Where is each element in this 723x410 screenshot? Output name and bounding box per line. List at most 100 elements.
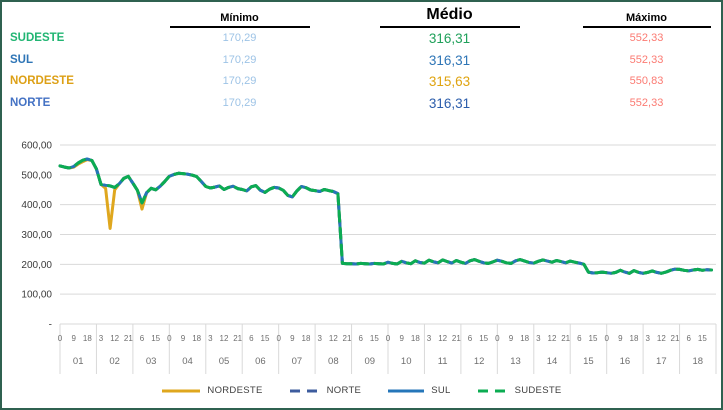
- x-hour-label: 12: [329, 334, 338, 343]
- maximo-header-underline: [582, 26, 711, 28]
- x-hour-label: 18: [302, 334, 311, 343]
- avg-value: 316,31: [428, 52, 471, 68]
- x-hour-label: 21: [561, 334, 570, 343]
- x-day-label: 02: [109, 356, 120, 367]
- series-line-sudeste: [58, 157, 713, 275]
- x-hour-label: 6: [140, 334, 145, 343]
- region-label: NORDESTE: [10, 75, 74, 87]
- header-maximo: Máximo: [572, 6, 721, 28]
- x-hour-label: 3: [427, 334, 432, 343]
- x-day-label: 06: [255, 356, 266, 367]
- x-hour-label: 6: [468, 334, 473, 343]
- x-day-label: 04: [182, 356, 193, 367]
- x-hour-label: 9: [181, 334, 186, 343]
- y-axis-label: -: [49, 320, 52, 331]
- x-hour-label: 12: [110, 334, 119, 343]
- medio-header-underline: [379, 26, 520, 28]
- x-hour-label: 21: [233, 334, 242, 343]
- x-hour-label: 12: [438, 334, 447, 343]
- x-hour-label: 3: [645, 334, 650, 343]
- maximo-header-label: Máximo: [626, 12, 667, 24]
- x-hour-label: 9: [290, 334, 295, 343]
- x-hour-label: 9: [399, 334, 404, 343]
- x-hour-label: 18: [411, 334, 420, 343]
- chart-legend: NORDESTE NORTE SUL SUDESTE: [2, 385, 721, 396]
- norte-dashed-line-swatch-icon: [289, 389, 320, 392]
- x-day-label: 08: [328, 356, 339, 367]
- x-hour-label: 9: [509, 334, 514, 343]
- region-label: SUL: [10, 53, 33, 66]
- x-hour-label: 15: [479, 334, 488, 343]
- region-label: NORTE: [10, 96, 51, 109]
- minimo-header-label: Mínimo: [220, 12, 259, 24]
- x-hour-label: 0: [167, 334, 172, 343]
- x-hour-label: 15: [261, 334, 270, 343]
- legend-item-nordeste: NORDESTE: [161, 385, 262, 396]
- x-hour-label: 0: [386, 334, 391, 343]
- legend-label: NORTE: [326, 385, 362, 396]
- x-hour-label: 21: [343, 334, 352, 343]
- x-day-label: 11: [438, 356, 448, 367]
- legend-label: SUDESTE: [514, 385, 562, 396]
- y-axis-label: 300,00: [21, 230, 52, 241]
- min-value: 170,29: [222, 32, 257, 44]
- x-day-label: 18: [692, 356, 703, 367]
- x-hour-label: 18: [630, 334, 639, 343]
- x-hour-label: 3: [317, 334, 322, 343]
- x-day-label: 15: [583, 356, 594, 367]
- x-hour-label: 21: [671, 334, 680, 343]
- x-day-label: 05: [219, 356, 230, 367]
- x-hour-label: 6: [358, 334, 363, 343]
- x-hour-label: 15: [370, 334, 379, 343]
- x-day-label: 09: [364, 356, 375, 367]
- x-hour-label: 12: [548, 334, 557, 343]
- x-hour-label: 12: [220, 334, 229, 343]
- x-hour-label: 21: [452, 334, 461, 343]
- x-day-label: 12: [474, 356, 485, 367]
- x-hour-label: 0: [495, 334, 500, 343]
- sudeste-dashed-line-swatch-icon: [477, 389, 508, 392]
- x-day-label: 13: [510, 356, 521, 367]
- x-hour-label: 15: [151, 334, 160, 343]
- min-value: 170,29: [222, 96, 257, 109]
- legend-item-sudeste: SUDESTE: [477, 385, 562, 396]
- avg-value: 315,63: [428, 74, 471, 89]
- summary-table: Mínimo Médio Máximo SUDESTE 170,29 316,3…: [2, 2, 721, 114]
- x-hour-label: 0: [276, 334, 281, 343]
- x-day-label: 17: [656, 356, 667, 367]
- min-value: 170,29: [222, 75, 257, 87]
- y-axis-label: 400,00: [21, 200, 52, 211]
- header-medio: Médio: [327, 6, 572, 28]
- y-axis-label: 200,00: [21, 260, 52, 271]
- x-day-label: 10: [401, 356, 412, 367]
- sul-line-swatch-icon: [388, 389, 425, 392]
- x-day-label: 16: [620, 356, 631, 367]
- x-day-label: 01: [73, 356, 84, 367]
- x-hour-label: 21: [124, 334, 133, 343]
- max-value: 552,33: [629, 53, 664, 66]
- legend-label: SUL: [431, 385, 451, 396]
- x-day-label: 03: [146, 356, 157, 367]
- x-hour-label: 3: [536, 334, 541, 343]
- x-hour-label: 9: [618, 334, 623, 343]
- legend-item-norte: NORTE: [289, 385, 362, 396]
- x-hour-label: 3: [208, 334, 213, 343]
- x-hour-label: 18: [192, 334, 201, 343]
- x-day-label: 07: [292, 356, 303, 367]
- minimo-header-underline: [169, 26, 310, 28]
- x-day-label: 14: [547, 356, 558, 367]
- series-line-nordeste: [58, 158, 713, 275]
- min-value: 170,29: [222, 53, 257, 66]
- avg-value: 316,31: [428, 95, 471, 111]
- header-spacer: [2, 6, 152, 28]
- x-hour-label: 6: [577, 334, 582, 343]
- y-axis-label: 500,00: [21, 170, 52, 181]
- x-hour-label: 0: [58, 334, 63, 343]
- max-value: 552,33: [629, 32, 664, 44]
- x-hour-label: 18: [83, 334, 92, 343]
- legend-item-sul: SUL: [387, 385, 450, 396]
- x-hour-label: 18: [520, 334, 529, 343]
- x-hour-label: 6: [686, 334, 691, 343]
